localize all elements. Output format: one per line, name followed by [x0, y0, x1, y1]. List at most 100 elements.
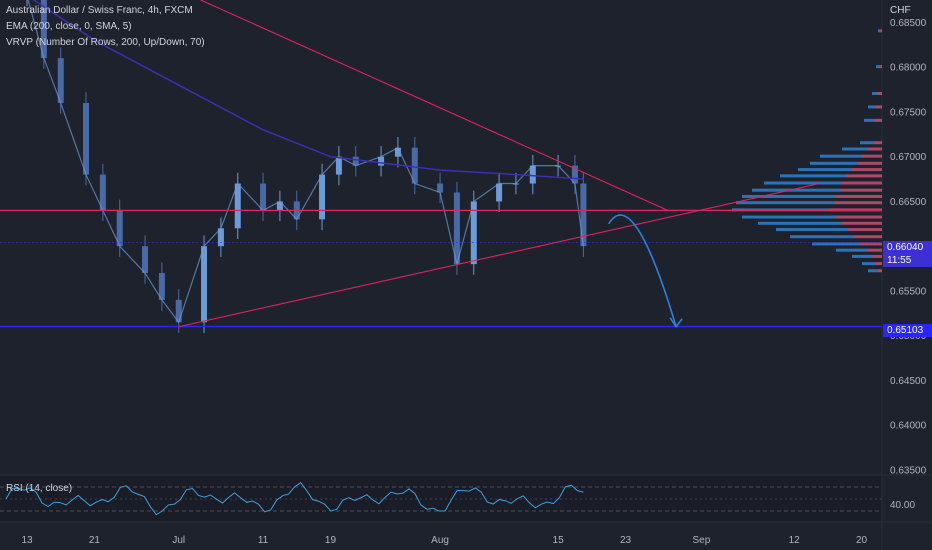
price-bar-body — [529, 165, 536, 184]
volume-profile-up-bar — [776, 228, 848, 232]
price-series-line — [27, 0, 584, 324]
volume-profile-up-bar — [736, 201, 834, 205]
volume-profile-up-bar — [820, 154, 862, 158]
volume-profile-up-bar — [758, 221, 842, 225]
y-tick-label: 0.68500 — [890, 18, 927, 29]
y-tick-label: 0.63500 — [890, 466, 927, 477]
x-tick-label: 19 — [325, 535, 337, 546]
volume-profile-down-bar — [836, 215, 882, 219]
volume-profile-up-bar — [790, 235, 854, 239]
price-bar-body — [234, 183, 241, 229]
x-tick-label: 13 — [21, 535, 33, 546]
last-price-badge: 0.66040 — [883, 241, 932, 254]
price-bar-body — [175, 299, 182, 323]
price-bar-body — [57, 58, 64, 103]
volume-profile-down-bar — [836, 194, 882, 198]
volume-profile-down-bar — [880, 29, 882, 33]
forecast-arrow-head — [669, 317, 683, 329]
volume-profile-up-bar — [742, 194, 836, 198]
price-bar-body — [453, 192, 460, 265]
volume-profile-up-bar — [872, 92, 878, 95]
symbol-legend[interactable]: Australian Dollar / Swiss Franc, 4h, FXC… — [6, 5, 193, 16]
price-bar-body — [571, 165, 578, 184]
volume-profile-down-bar — [834, 201, 882, 205]
volume-profile-up-bar — [798, 168, 852, 172]
x-tick-label: 21 — [89, 535, 101, 546]
y-tick-label: 0.68000 — [890, 63, 927, 74]
price-bar-body — [394, 147, 401, 157]
volume-profile-up-bar — [842, 147, 868, 151]
forecast-arrow-curve — [607, 214, 677, 327]
ema-legend[interactable]: EMA (200, close, 0, SMA, 5) — [6, 21, 132, 32]
volume-profile-up-bar — [780, 174, 846, 178]
price-bar-body — [201, 246, 208, 323]
ema-line — [32, 0, 584, 180]
y-tick-label: 0.67000 — [890, 152, 927, 163]
price-bar-body — [99, 174, 106, 211]
price-bar-body — [352, 156, 359, 166]
rsi-axis-label: 40.00 — [890, 500, 915, 511]
volume-profile-down-bar — [868, 248, 882, 252]
volume-profile-up-bar — [742, 215, 836, 219]
volume-profile-down-bar — [879, 65, 882, 69]
vrvp-legend[interactable]: VRVP (Number Of Rows, 200, Up/Down, 70) — [6, 37, 205, 48]
volume-profile-down-bar — [868, 147, 882, 151]
rsi-legend[interactable]: RSI (14, close) — [6, 483, 73, 494]
volume-profile-down-bar — [862, 154, 882, 158]
volume-profile-up-bar — [812, 242, 860, 246]
volume-profile-down-bar — [842, 221, 882, 225]
bar-countdown-badge: 11:55 — [883, 254, 932, 267]
volume-profile-down-bar — [876, 105, 882, 109]
price-bar-body — [470, 201, 477, 265]
volume-profile-up-bar — [810, 161, 858, 165]
volume-profile-up-bar — [878, 29, 880, 33]
currency-label[interactable]: CHF — [890, 5, 911, 16]
volume-profile-down-bar — [860, 242, 882, 246]
price-bar-body — [276, 201, 283, 211]
x-tick-label: Jul — [172, 535, 185, 546]
x-tick-label: 12 — [789, 535, 801, 546]
price-bar-body — [217, 228, 224, 247]
volume-profile-up-bar — [876, 65, 879, 69]
volume-profile-up-bar — [836, 248, 868, 252]
price-bar-body — [437, 183, 444, 193]
volume-profile-up-bar — [862, 262, 876, 266]
volume-profile-down-bar — [842, 181, 882, 185]
x-tick-label: 20 — [856, 535, 868, 546]
price-bar-body — [319, 174, 326, 220]
volume-profile-down-bar — [854, 235, 882, 239]
y-tick-label: 0.66500 — [890, 197, 927, 208]
price-bar-body — [158, 273, 165, 300]
x-tick-label: 15 — [553, 535, 565, 546]
volume-profile-down-bar — [846, 174, 882, 178]
volume-profile-down-bar — [852, 168, 882, 172]
support-price-badge: 0.65103 — [883, 324, 932, 337]
volume-profile-down-bar — [874, 141, 882, 145]
price-bar-body — [411, 147, 418, 184]
volume-profile-down-bar — [872, 254, 882, 258]
volume-profile-up-bar — [860, 141, 874, 145]
price-bar-body — [40, 0, 47, 59]
volume-profile-down-bar — [874, 118, 882, 122]
volume-profile-down-bar — [876, 262, 882, 266]
volume-profile-down-bar — [848, 228, 882, 232]
volume-profile-down-bar — [840, 188, 882, 192]
rsi-line — [5, 481, 584, 516]
x-tick-label: Aug — [431, 535, 449, 546]
price-bar-body — [335, 156, 342, 175]
y-tick-label: 0.67500 — [890, 107, 927, 118]
price-bar-body — [378, 156, 385, 166]
price-bar-body — [116, 210, 123, 247]
volume-profile-up-bar — [864, 118, 874, 122]
y-tick-label: 0.65500 — [890, 286, 927, 297]
price-bar-body — [496, 183, 503, 202]
volume-profile-up-bar — [752, 188, 840, 192]
volume-profile-up-bar — [852, 254, 872, 258]
volume-profile-up-bar — [764, 181, 842, 185]
volume-profile-up-bar — [868, 269, 878, 273]
price-bar-body — [83, 102, 90, 175]
x-tick-label: Sep — [693, 535, 711, 546]
price-bar-body — [142, 246, 149, 274]
